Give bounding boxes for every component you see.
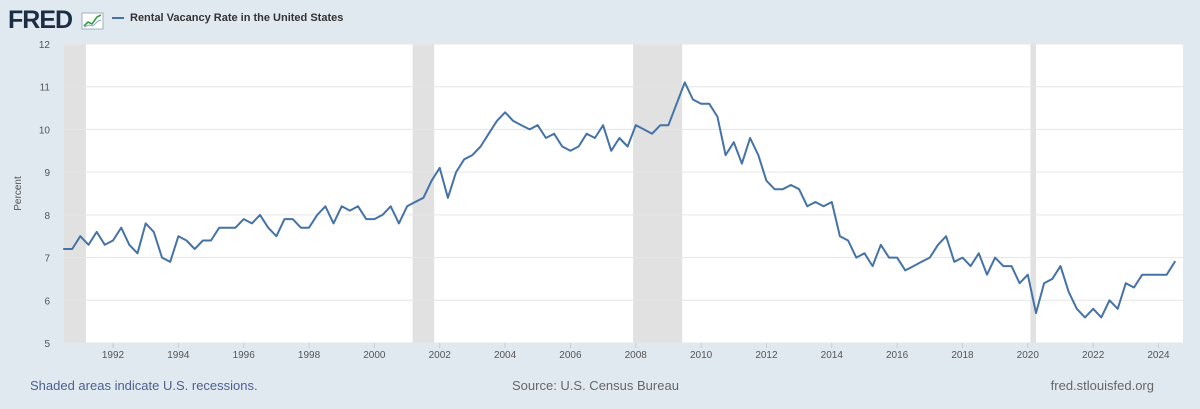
series-line [63,81,1176,319]
fred-logo-text: FRED [8,6,72,34]
y-tick-label: 12 [39,40,51,51]
x-tick-label: 1996 [233,350,256,361]
x-tick-label: 1992 [102,350,125,361]
x-tick-label: 2020 [1017,350,1040,361]
y-tick-label: 8 [44,211,50,222]
x-tick-label: 2006 [559,350,582,361]
y-tick-label: 5 [44,339,50,350]
y-axis-label: Percent [13,176,24,211]
x-tick-label: 2008 [625,350,648,361]
source-note: Source: U.S. Census Bureau [512,378,679,393]
chart-trend-icon [81,12,104,30]
x-tick-label: 1994 [167,350,190,361]
chart-legend[interactable]: Rental Vacancy Rate in the United States [112,10,343,26]
y-tick-label: 11 [40,83,51,94]
y-tick-label: 7 [44,254,50,265]
legend-series-label: Rental Vacancy Rate in the United States [130,12,344,24]
legend-series-swatch [112,17,124,19]
x-tick-label: 1998 [298,350,321,361]
x-tick-label: 2012 [755,350,778,361]
x-tick-label: 2018 [951,350,974,361]
line-chart[interactable]: 5 6 7 8 9 10 11 12 1992 1994 1996 1998 2000 2002 2004 2… [0,0,1200,370]
recession-shade [1030,44,1036,343]
x-tick-label: 2000 [363,350,386,361]
recessions-note: Shaded areas indicate U.S. recessions. [30,378,258,393]
recession-shade [64,44,86,343]
recession-shade [633,44,683,343]
site-link[interactable]: fred.stlouisfed.org [1050,378,1154,393]
y-tick-label: 10 [39,125,51,136]
x-tick-label: 2014 [821,350,844,361]
plot-area [64,44,1183,343]
recession-shade [412,44,435,343]
x-tick-label: 2022 [1082,350,1105,361]
x-tick-label: 2016 [886,350,909,361]
fred-logo[interactable]: FRED [8,4,106,34]
y-tick-label: 9 [44,168,50,179]
x-tick-label: 2004 [494,350,517,361]
y-tick-label: 6 [44,296,50,307]
x-tick-label: 2002 [429,350,452,361]
x-tick-label: 2024 [1147,350,1170,361]
x-tick-label: 2010 [690,350,713,361]
